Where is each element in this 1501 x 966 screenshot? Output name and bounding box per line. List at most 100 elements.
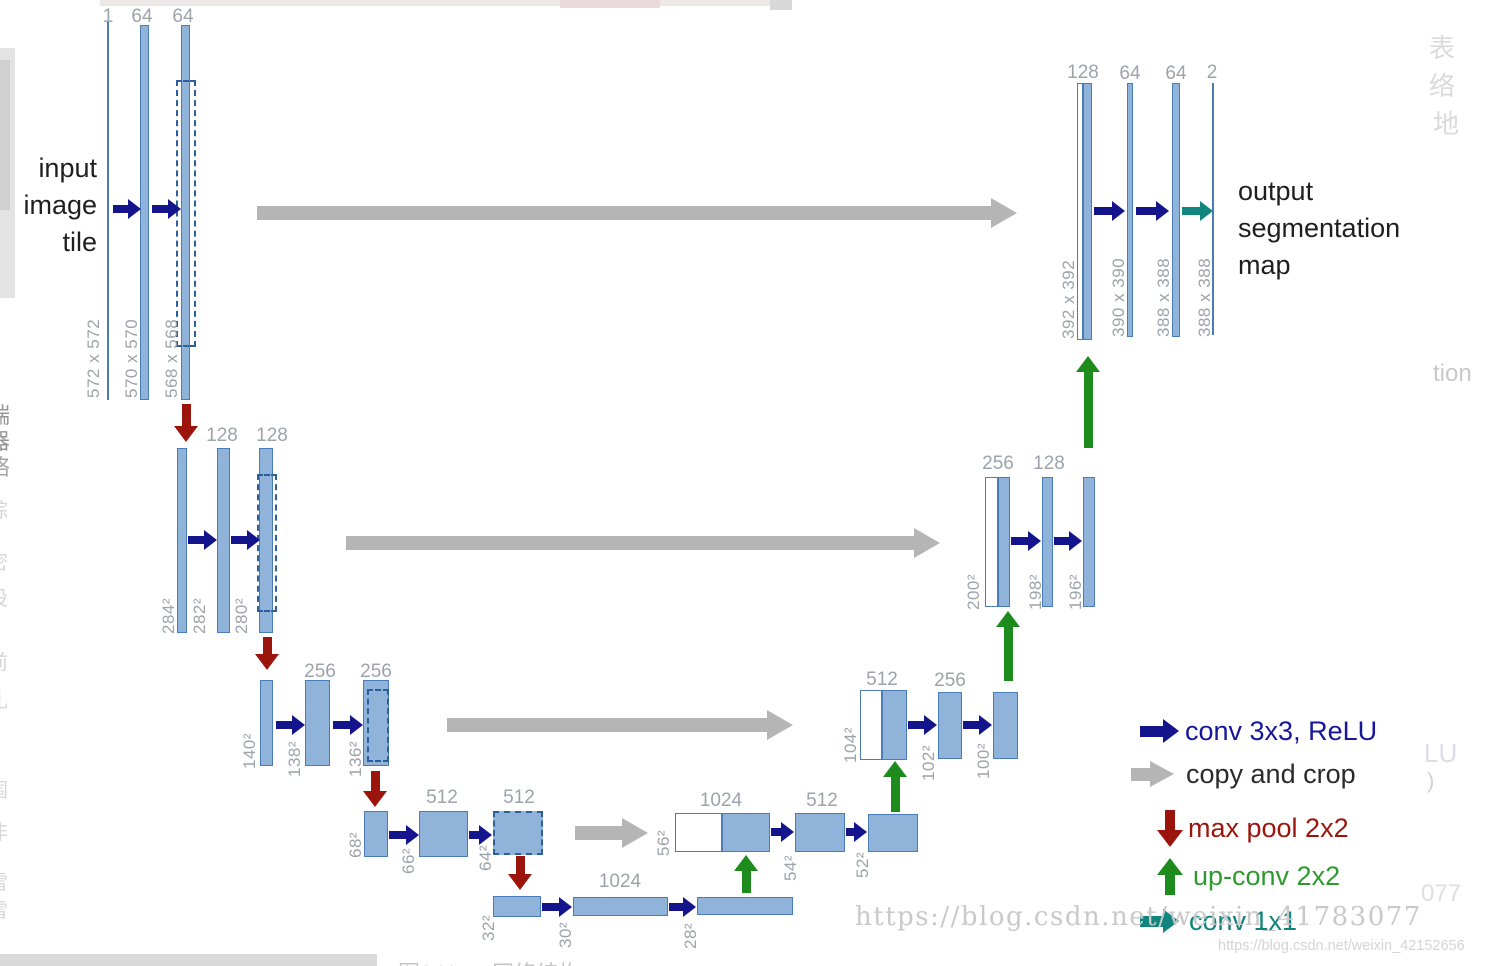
legend-label-max-pool: max pool 2x2 [1188,812,1349,843]
conv-arrow [231,530,260,550]
spatial-dim-label: 102² [919,744,938,781]
ghost-cjk-left: 器 [0,424,10,456]
spatial-dim-label: 280² [232,597,251,634]
pool-arrow [508,856,532,890]
legend-item-conv1x1: conv 1x1 [1128,904,1297,938]
legend-item-copy-crop: copy and crop [1128,756,1356,792]
top-edge-fragment [770,0,792,10]
legend-item-up-conv: up-conv 2x2 [1128,854,1340,898]
spatial-dim-label: 568 x 568 [162,318,181,398]
spatial-dim-label: 32² [479,914,498,941]
channel-count-label: 512 [806,790,838,811]
ghost-cjk-left: 密 [0,546,8,575]
feature-map-bar [938,692,962,759]
ghost-cjk-left: 络 [0,450,10,482]
feature-map-bar [1077,83,1083,340]
feature-map-bar [177,448,187,633]
spatial-dim-label: 388 x 388 [1195,257,1214,337]
spatial-dim-label: 138² [285,740,304,777]
feature-map-bar [795,813,845,852]
pool-arrow [363,771,387,807]
feature-map-bar [868,814,918,852]
upconv-arrow [996,611,1020,681]
conv-arrow [333,715,363,735]
copy-arrow [575,818,648,848]
legend-label-conv3x3: conv 3x3, ReLU [1185,715,1378,746]
feature-map-bar [305,680,330,766]
feature-map-bar [993,692,1018,759]
channel-count-label: 256 [934,670,966,691]
conv-arrow [152,199,181,219]
channel-count-label: 256 [982,453,1014,474]
feature-map-bar [722,813,770,852]
spatial-dim-label: 68² [346,831,365,858]
channel-count-label: 256 [304,661,336,682]
channel-count-label: 128 [1067,62,1099,83]
ghost-cjk-left: 围 [0,774,8,803]
feature-map-bar [260,680,273,766]
feature-map-bar [419,811,468,857]
spatial-dim-label: 570 x 570 [122,318,141,398]
spatial-dim-label: 28² [681,922,700,949]
pool-arrow [255,637,279,670]
spatial-dim-label: 196² [1066,573,1085,610]
crop-region-outline [367,689,389,762]
conv1x1-arrow [1182,201,1213,221]
feature-map-bar [364,811,388,857]
legend-label-conv1x1: conv 1x1 [1189,905,1298,936]
upconv-arrow [734,855,758,893]
spatial-dim-label: 64² [476,844,495,871]
output-segmentation-map-label: output segmentation map [1238,173,1400,284]
output-label-line2: segmentation [1238,213,1401,243]
channel-count-label: 64 [172,6,194,27]
ghost-text: LU [1424,738,1458,768]
spatial-dim-label: 282² [190,597,209,634]
channel-count-label: 128 [206,425,238,446]
conv-arrow [846,822,867,842]
conv3x3-legend-arrow-icon [1140,719,1179,743]
output-label-line3: map [1238,250,1291,280]
spatial-dim-label: 52² [853,851,872,878]
feature-map-bar [882,690,907,760]
feature-map-bar [1127,83,1133,337]
conv-arrow [771,822,794,842]
caption-ghost: 图2 U-net网络结构 [398,956,580,966]
feature-map-bar [998,477,1010,607]
copy-arrow [447,710,793,740]
feature-map-bar [1212,83,1214,335]
watermark-small: https://blog.csdn.net/weixin_42152656 [1218,938,1465,954]
ghost-cjk-left: 前 [0,646,8,675]
spatial-dim-label: 200² [964,573,983,610]
conv-arrow [389,825,419,845]
conv-arrow [963,715,992,735]
ghost-text: tion [1433,360,1472,387]
copy-arrow [1131,761,1174,787]
conv-arrow [276,715,305,735]
max-pool-legend-arrow-icon [1157,809,1183,847]
spatial-dim-label: 392 x 392 [1059,259,1078,339]
channel-count-label: 1024 [598,871,642,892]
conv-arrow [113,199,141,219]
pool-arrow [174,404,198,442]
spatial-dim-label: 572 x 572 [84,318,103,398]
conv-arrow [1054,531,1082,551]
feature-map-bar [1083,477,1095,607]
conv-arrow [1011,531,1041,551]
channel-count-label: 128 [256,425,288,446]
channel-count-label: 1024 [699,790,743,811]
feature-map-bar [985,477,998,607]
upconv-arrow [883,761,907,812]
feature-map-bar [860,690,882,760]
feature-map-bar [1172,83,1180,337]
top-edge-fragment [560,0,660,8]
ghost-cjk-left: 雷 [0,894,8,923]
feature-map-bar [697,897,793,915]
upconv-arrow [1157,857,1183,895]
conv1x1-legend-arrow-icon [1140,909,1179,933]
feature-map-bar [675,813,722,852]
conv-arrow [669,897,696,917]
channel-count-label: 64 [1165,63,1187,84]
input-label-line1: input [38,153,97,183]
feature-map-bar [217,448,230,633]
